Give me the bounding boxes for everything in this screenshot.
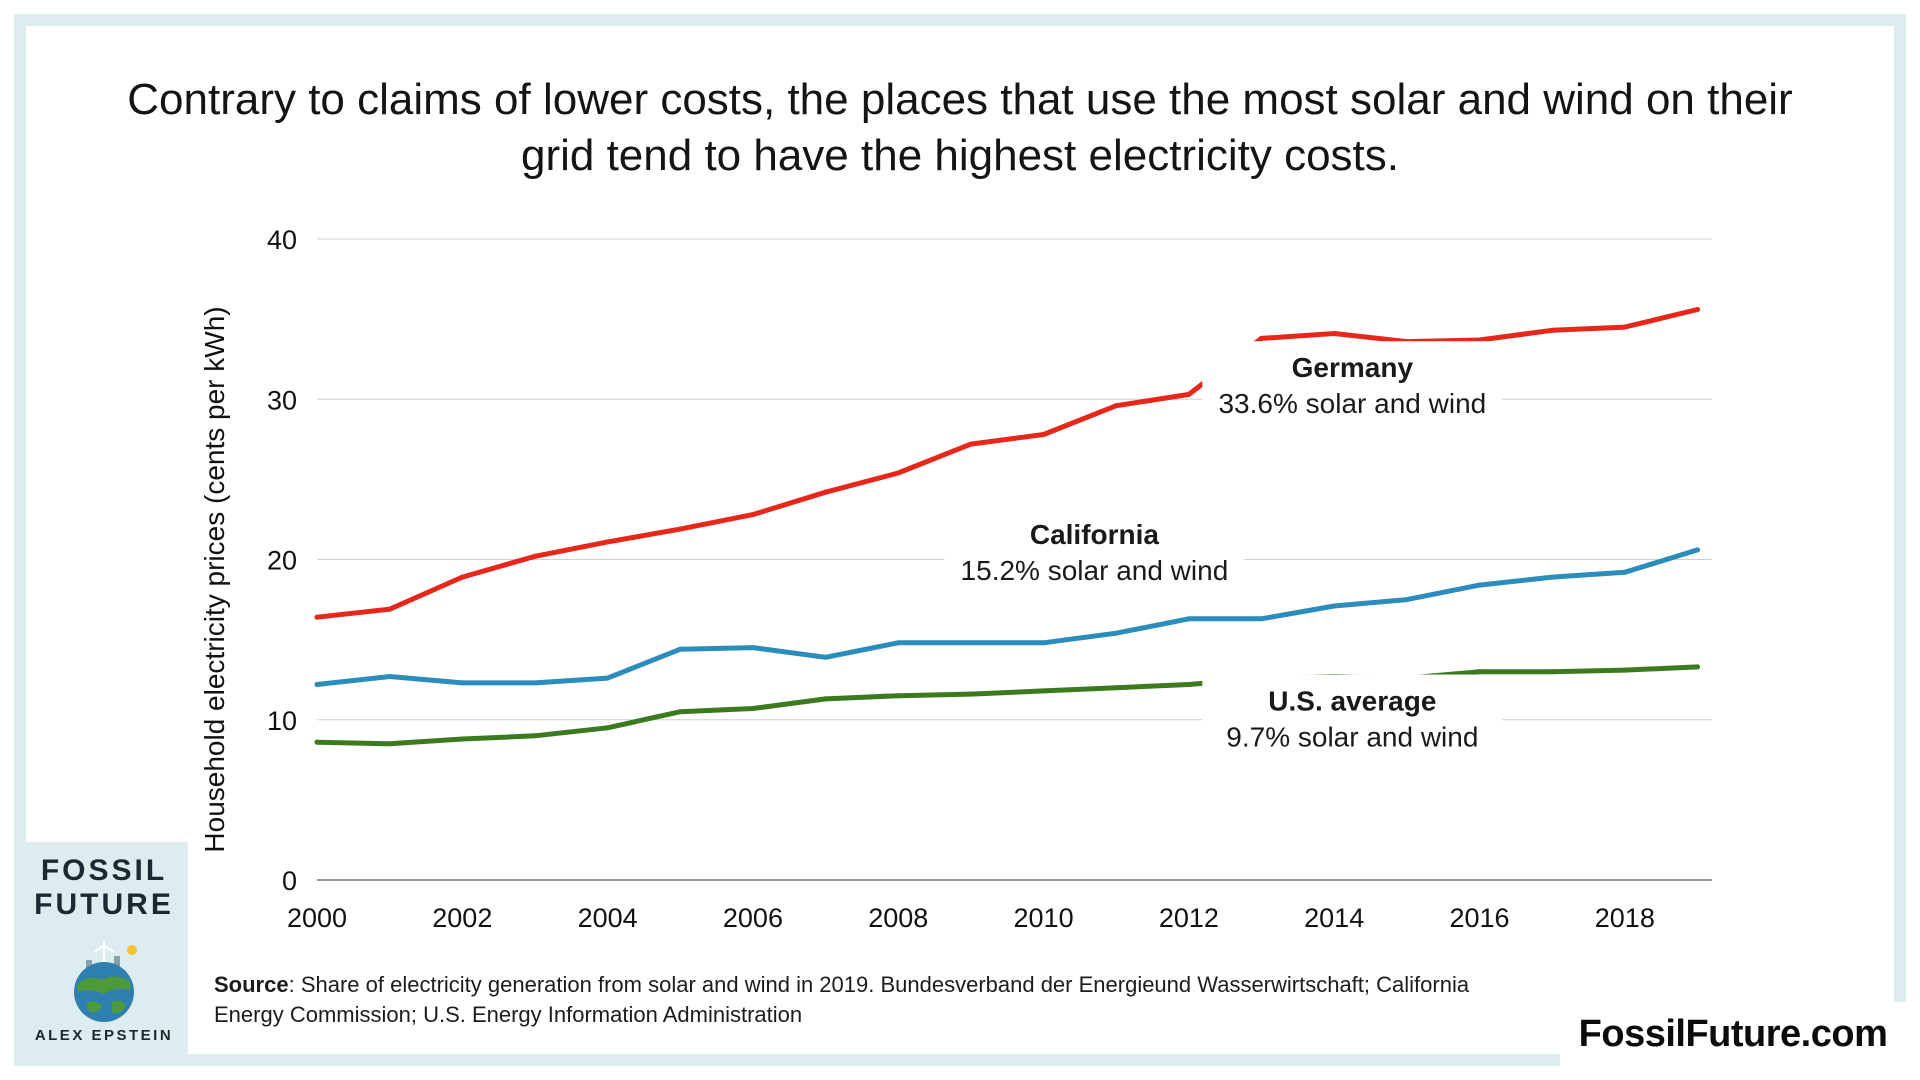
series-labels: Germany 33.6% solar and wind California 15.… bbox=[944, 341, 1503, 759]
data-point bbox=[1694, 664, 1700, 670]
data-point bbox=[1331, 331, 1337, 337]
data-point bbox=[1259, 335, 1265, 341]
data-point bbox=[1331, 603, 1337, 609]
data-point bbox=[387, 741, 393, 747]
data-point bbox=[605, 725, 611, 731]
data-point bbox=[532, 733, 538, 739]
data-point bbox=[1622, 324, 1628, 330]
data-point bbox=[895, 693, 901, 699]
data-point bbox=[1549, 669, 1555, 675]
data-point bbox=[1477, 582, 1482, 588]
x-tick-label: 2002 bbox=[432, 903, 492, 933]
data-point bbox=[750, 512, 756, 518]
x-tick-label: 2014 bbox=[1304, 903, 1364, 933]
data-point bbox=[968, 640, 974, 646]
book-title-line1: FOSSIL bbox=[40, 854, 168, 887]
data-point bbox=[1113, 403, 1119, 409]
data-point bbox=[1477, 337, 1482, 343]
data-point bbox=[823, 696, 829, 702]
data-point bbox=[895, 640, 901, 646]
site-url[interactable]: FossilFuture.com bbox=[1560, 1002, 1906, 1066]
x-tick-label: 2018 bbox=[1595, 903, 1655, 933]
data-point bbox=[314, 614, 320, 620]
series-annotation-label: 15.2% solar and wind bbox=[961, 555, 1229, 586]
series-name-label: California bbox=[1030, 519, 1160, 550]
x-tick-label: 2000 bbox=[287, 903, 347, 933]
y-tick-label: 30 bbox=[267, 385, 297, 415]
data-point bbox=[1622, 667, 1628, 673]
series-label-background bbox=[1202, 674, 1503, 759]
data-point bbox=[387, 606, 393, 612]
data-point bbox=[1041, 432, 1047, 438]
data-point bbox=[750, 645, 756, 651]
y-tick-label: 0 bbox=[282, 866, 297, 896]
data-point bbox=[1186, 616, 1192, 622]
series-label-background bbox=[944, 507, 1245, 592]
data-point bbox=[1259, 616, 1265, 622]
chart-title: Contrary to claims of lower costs, the p… bbox=[127, 75, 1793, 180]
source-note: Source: Share of electricity generation … bbox=[214, 970, 1514, 1030]
data-point bbox=[1622, 569, 1628, 575]
data-point bbox=[895, 470, 901, 476]
series-line-germany bbox=[314, 307, 1700, 620]
book-author: ALEX EPSTEIN bbox=[34, 1027, 174, 1044]
data-point bbox=[1549, 327, 1555, 333]
data-point bbox=[823, 489, 829, 495]
data-point bbox=[1477, 669, 1482, 675]
data-point bbox=[750, 706, 756, 712]
y-tick-label: 20 bbox=[267, 546, 297, 576]
data-point bbox=[1041, 688, 1047, 694]
data-point bbox=[387, 673, 393, 679]
data-point bbox=[314, 739, 320, 745]
axes: 0 10 20 30 40 2000 2002 2004 2006 2008 2010 2012 201… bbox=[267, 225, 1655, 933]
series-name-label: Germany bbox=[1292, 352, 1414, 383]
x-tick-label: 2004 bbox=[578, 903, 638, 933]
series-line-california bbox=[314, 547, 1700, 687]
data-point bbox=[1186, 681, 1192, 687]
data-point bbox=[605, 675, 611, 681]
y-tick-label: 40 bbox=[267, 225, 297, 255]
book-title-line2: FUTURE bbox=[34, 888, 174, 921]
series-annotation-label: 33.6% solar and wind bbox=[1218, 388, 1486, 419]
data-point bbox=[1113, 685, 1119, 691]
data-point bbox=[532, 680, 538, 686]
data-point bbox=[1041, 640, 1047, 646]
data-point bbox=[459, 574, 465, 580]
x-tick-label: 2006 bbox=[723, 903, 783, 933]
data-point bbox=[1549, 574, 1555, 580]
data-point bbox=[677, 709, 683, 715]
y-tick-label: 10 bbox=[267, 706, 297, 736]
series-name-label: U.S. average bbox=[1268, 686, 1436, 717]
series-label-background bbox=[1202, 341, 1503, 426]
series-annotation-label: 9.7% solar and wind bbox=[1226, 722, 1478, 753]
source-text: : Share of electricity generation from s… bbox=[214, 972, 1470, 1027]
x-tick-label: 2016 bbox=[1449, 903, 1509, 933]
data-point bbox=[677, 526, 683, 532]
x-tick-label: 2012 bbox=[1159, 903, 1219, 933]
data-point bbox=[968, 441, 974, 447]
data-point bbox=[1694, 547, 1700, 553]
data-point bbox=[459, 736, 465, 742]
data-point bbox=[605, 539, 611, 545]
series-line-u-s-average bbox=[314, 664, 1700, 747]
source-label: Source bbox=[214, 972, 289, 997]
x-tick-label: 2010 bbox=[1014, 903, 1074, 933]
data-point bbox=[1113, 630, 1119, 636]
data-point bbox=[1694, 307, 1700, 313]
data-point bbox=[459, 680, 465, 686]
data-point bbox=[968, 691, 974, 697]
y-axis-label: Household electricity prices (cents per … bbox=[199, 306, 230, 852]
x-tick-label: 2008 bbox=[868, 903, 928, 933]
data-point bbox=[314, 681, 320, 687]
globe-icon bbox=[74, 940, 137, 1022]
data-point bbox=[532, 553, 538, 559]
data-point bbox=[1404, 597, 1410, 603]
series-lines bbox=[314, 307, 1700, 747]
book-cover-logo: FOSSIL FUTURE ALEX EPSTEIN bbox=[20, 842, 188, 1054]
data-point bbox=[1186, 391, 1192, 397]
data-point bbox=[823, 654, 829, 660]
data-point bbox=[677, 646, 683, 652]
